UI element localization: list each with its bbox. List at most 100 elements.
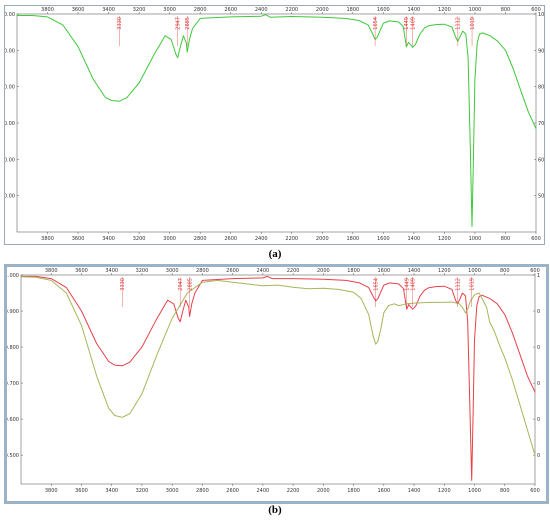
x-tick-label-top: 3600 (75, 268, 88, 274)
x-tick-label-bottom: 3600 (75, 488, 88, 494)
x-tick-label-bottom: 2800 (196, 488, 209, 494)
x-tick-label-bottom: 3800 (41, 236, 54, 242)
x-tick-label-bottom: 2600 (226, 488, 239, 494)
peak-label: 1654 (374, 278, 380, 291)
x-tick-label-top: 1000 (468, 268, 481, 274)
peak-label: 1449 (404, 17, 410, 30)
peak-label: 3330 (120, 278, 126, 291)
x-tick-label-top: 800 (500, 268, 510, 274)
x-tick-label-bottom: 3400 (102, 236, 115, 242)
x-tick-label-top: 2200 (287, 268, 300, 274)
x-tick-label-bottom: 2400 (257, 488, 270, 494)
x-tick-label-top: 3400 (105, 268, 118, 274)
y-tick-label-right: 100.00 (538, 12, 544, 18)
caption-a: (a) (0, 248, 550, 260)
x-tick-label-bottom: 2600 (224, 236, 237, 242)
y-tick-label-right: 50.00 (538, 194, 544, 200)
x-tick-label-top: 600 (531, 7, 541, 13)
x-tick-label-top: 1400 (408, 7, 421, 13)
y-tick-label-right: 0.900 (537, 309, 540, 315)
x-tick-label-top: 1600 (377, 268, 390, 274)
x-tick-label-bottom: 1000 (469, 236, 482, 242)
y-tick-label-left: 100.00 (5, 12, 15, 18)
x-tick-label-bottom: 1400 (408, 236, 421, 242)
y-tick-label-right: 90.00 (538, 48, 544, 54)
x-tick-label-top: 3000 (166, 268, 179, 274)
caption-b: (b) (0, 504, 550, 516)
x-tick-label-bottom: 3800 (45, 488, 58, 494)
peak-label: 2885 (187, 278, 193, 291)
peak-label: 2885 (185, 17, 191, 30)
x-tick-label-top: 600 (530, 268, 540, 274)
x-tick-label-bottom: 2200 (287, 488, 300, 494)
x-tick-label-top: 3000 (163, 7, 176, 13)
y-tick-label-right: 0.500 (537, 453, 540, 459)
x-tick-label-bottom: 2800 (194, 236, 207, 242)
x-tick-label-bottom: 600 (530, 488, 540, 494)
spectrum-series-line-1 (16, 14, 537, 227)
y-tick-label-right: 60.00 (538, 157, 544, 163)
x-tick-label-bottom: 1000 (468, 488, 481, 494)
spectrum-series-line-2 (20, 276, 536, 456)
y-tick-label-left: 60.00 (5, 157, 15, 163)
peak-label: 1409 (410, 17, 416, 30)
peak-label: 1449 (405, 278, 411, 291)
x-tick-label-top: 800 (501, 7, 511, 13)
x-tick-label-bottom: 3000 (166, 488, 179, 494)
x-tick-label-bottom: 2000 (317, 488, 330, 494)
x-tick-label-top: 2800 (196, 268, 209, 274)
x-tick-label-bottom: 1200 (438, 236, 451, 242)
y-tick-label-right: 0.600 (537, 417, 540, 423)
x-tick-label-top: 2400 (257, 268, 270, 274)
y-tick-label-left: 0.500 (7, 453, 19, 459)
y-tick-label-left: 0.800 (7, 345, 19, 351)
peak-label: 2947 (176, 17, 182, 30)
x-tick-label-bottom: 2400 (255, 236, 268, 242)
y-tick-label-right: 80.00 (538, 85, 544, 91)
y-tick-label-left: 1.000 (7, 273, 19, 279)
x-tick-label-top: 2400 (255, 7, 268, 13)
y-tick-label-left: 70.00 (5, 121, 15, 127)
x-tick-label-top: 2200 (285, 7, 298, 13)
chart-panel-b: 3800 3800 3600 3600 3400 3400 3200 3200 3000 3000… (4, 264, 549, 504)
caption-a-text: (a) (268, 248, 282, 260)
x-tick-label-bottom: 1400 (408, 488, 421, 494)
peak-label: 1019 (470, 278, 476, 291)
y-tick-label-left: 0.900 (7, 309, 19, 315)
x-tick-label-top: 1600 (377, 7, 390, 13)
y-tick-label-left: 50.00 (5, 194, 15, 200)
peak-label: 1112 (455, 278, 461, 291)
x-tick-label-bottom: 1600 (377, 488, 390, 494)
x-tick-label-bottom: 600 (531, 236, 541, 242)
x-tick-label-bottom: 3400 (105, 488, 118, 494)
plot-frame (16, 13, 537, 233)
x-tick-label-top: 2800 (194, 7, 207, 13)
x-tick-label-top: 1800 (347, 268, 360, 274)
plot-frame (20, 274, 536, 485)
x-tick-label-top: 1200 (438, 268, 451, 274)
x-tick-label-top: 3400 (102, 7, 115, 13)
y-tick-label-right: 0.700 (537, 381, 540, 387)
x-tick-label-top: 2600 (224, 7, 237, 13)
x-tick-label-top: 2600 (226, 268, 239, 274)
x-tick-label-bottom: 2200 (285, 236, 298, 242)
x-tick-label-top: 2000 (316, 7, 329, 13)
chart-panel-a: 3800 3800 3600 3600 3400 3400 3200 3200 3000 3000… (4, 5, 545, 245)
peak-label: 1019 (470, 17, 476, 30)
x-tick-label-bottom: 2000 (316, 236, 329, 242)
x-tick-label-bottom: 3200 (136, 488, 149, 494)
spectrum-chart-a: 3800 3800 3600 3600 3400 3400 3200 3200 3000 3000… (5, 7, 544, 242)
peak-label: 2947 (178, 278, 184, 291)
y-tick-label-right: 70.00 (538, 121, 544, 127)
caption-b-text: (b) (268, 504, 282, 516)
y-tick-label-left: 80.00 (5, 85, 15, 91)
x-tick-label-bottom: 1800 (346, 236, 359, 242)
x-tick-label-bottom: 800 (501, 236, 511, 242)
x-tick-label-top: 1000 (469, 7, 482, 13)
x-tick-label-bottom: 3200 (133, 236, 146, 242)
x-tick-label-top: 1400 (408, 268, 421, 274)
x-tick-label-top: 3800 (45, 268, 58, 274)
x-tick-label-top: 3600 (72, 7, 85, 13)
spectrum-series-line-1 (20, 275, 536, 481)
x-tick-label-bottom: 1200 (438, 488, 451, 494)
